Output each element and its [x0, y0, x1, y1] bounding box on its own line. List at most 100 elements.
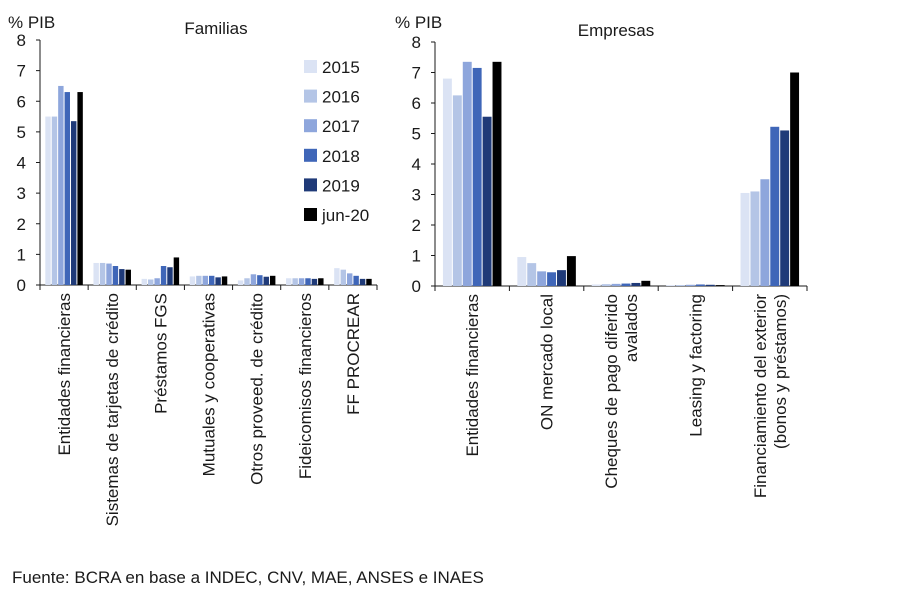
familias-category-label: Préstamos FGS	[151, 293, 170, 414]
familias-bar-2018	[64, 92, 70, 285]
familias-bar-jun-20	[173, 257, 180, 285]
familias-bar-2016	[244, 278, 250, 285]
empresas-bar-2018	[695, 284, 705, 286]
familias-bar-jun-20	[221, 276, 228, 285]
familias-bar-2017	[298, 278, 305, 285]
empresas-bar-2016	[676, 285, 685, 286]
empresas-bar-jun-20	[715, 285, 725, 286]
familias-y-tick-label: 2	[17, 215, 26, 234]
familias-bar-2018	[112, 266, 119, 285]
empresas-bar-2017	[611, 283, 621, 286]
familias-y-tick-label: 8	[17, 31, 26, 50]
familias-chart-title: Familias	[184, 19, 247, 38]
legend-label-2016: 2016	[322, 88, 360, 107]
familias-bar-2019	[70, 121, 77, 285]
familias-y-tick-label: 6	[17, 92, 26, 111]
legend-label-2017: 2017	[322, 117, 360, 136]
empresas-y-tick-label: 6	[412, 94, 421, 113]
legend-swatch-2019	[304, 178, 317, 192]
legend-label-2015: 2015	[322, 58, 360, 77]
empresas-bar-2019	[780, 130, 790, 286]
empresas-y-tick-label: 1	[412, 247, 421, 266]
familias-bar-2018	[353, 275, 359, 285]
familias-category-label: Fideicomisos financieros	[296, 293, 315, 479]
familias-bar-2019	[167, 267, 173, 285]
familias-bar-jun-20	[318, 278, 324, 285]
familias-bar-2017	[106, 263, 112, 285]
empresas-bar-2019	[631, 282, 641, 286]
familias-bar-2016	[292, 278, 298, 285]
legend-swatch-2017	[304, 119, 317, 133]
empresas-y-tick-label: 0	[412, 277, 421, 296]
empresas-bar-2016	[750, 191, 760, 286]
familias-y-tick-label: 5	[17, 123, 26, 142]
familias-bar-jun-20	[269, 275, 276, 285]
empresas-bar-2019	[482, 116, 492, 286]
empresas-bar-jun-20	[790, 72, 800, 286]
familias-category-label: FF PROCREAR	[344, 293, 363, 415]
empresas-category-label: Financiamiento del exterior	[751, 294, 770, 498]
legend-swatch-2016	[304, 89, 317, 103]
empresas-bar-2015	[517, 257, 527, 286]
empresas-y-tick-label: 2	[412, 216, 421, 235]
familias-y-tick-label: 7	[17, 62, 26, 81]
empresas-bar-2016	[601, 284, 611, 286]
empresas-category-label: avalados	[622, 294, 641, 362]
empresas-category-label: Entidades financieras	[463, 294, 482, 457]
familias-category-label: Otros proveed. de crédito	[248, 293, 267, 485]
familias-bar-2016	[196, 275, 202, 285]
empresas-bar-2017	[537, 271, 547, 286]
empresas-y-tick-label: 4	[412, 155, 421, 174]
familias-bar-2019	[311, 278, 318, 285]
empresas-bar-2019	[705, 284, 715, 286]
empresas-y-tick-label: 5	[412, 125, 421, 144]
empresas-bar-2018	[547, 272, 557, 286]
familias-y-tick-label: 4	[17, 154, 26, 173]
legend-label-2019: 2019	[322, 176, 360, 195]
familias-category-label: Entidades financieras	[55, 293, 74, 456]
familias-bar-2017	[154, 278, 160, 285]
legend-swatch-2018	[304, 148, 317, 162]
empresas-category-label: Cheques de pago diferido	[602, 294, 621, 489]
familias-bar-jun-20	[77, 92, 83, 285]
empresas-chart-title: Empresas	[578, 21, 655, 40]
familias-bar-jun-20	[125, 269, 131, 285]
familias-y-tick-label: 0	[17, 276, 26, 295]
legend-label-2018: 2018	[322, 147, 360, 166]
source-note: Fuente: BCRA en base a INDEC, CNV, MAE, …	[12, 568, 484, 587]
empresas-bar-2017	[685, 284, 695, 286]
empresas-bar-2019	[557, 270, 566, 286]
familias-bar-2018	[305, 278, 311, 285]
familias-bar-2015	[141, 278, 148, 285]
familias-bar-2019	[215, 277, 221, 285]
legend-label-jun-20: jun-20	[321, 206, 369, 225]
empresas-y-tick-label: 8	[412, 33, 421, 52]
familias-bar-2016	[148, 279, 154, 285]
empresas-bar-jun-20	[492, 61, 502, 287]
familias-bar-2015	[189, 276, 196, 285]
empresas-bar-2016	[452, 95, 462, 286]
familias-bar-2016	[340, 269, 347, 285]
empresas-bar-2016	[527, 263, 537, 286]
familias-category-label: Sistemas de tarjetas de crédito	[103, 293, 122, 526]
familias-y-axis-label: % PIB	[8, 13, 55, 32]
empresas-bar-jun-20	[566, 256, 576, 286]
empresas-category-label: (bonos y préstamos)	[771, 294, 790, 449]
familias-bar-2018	[257, 275, 263, 285]
empresas-bar-2015	[442, 78, 452, 286]
empresas-bar-2018	[770, 126, 780, 286]
empresas-bar-2015	[666, 285, 676, 286]
familias-bar-2017	[250, 274, 257, 285]
familias-bar-2015	[237, 280, 244, 285]
familias-category-label: Mutuales y cooperativas	[200, 293, 219, 476]
empresas-bar-2017	[462, 61, 472, 287]
empresas-y-tick-label: 3	[412, 186, 421, 205]
empresas-bar-2017	[760, 179, 770, 286]
empresas-bar-2018	[472, 67, 482, 286]
familias-bar-2019	[119, 269, 125, 285]
familias-bar-2017	[202, 275, 208, 285]
familias-y-tick-label: 3	[17, 184, 26, 203]
familias-bar-2015	[93, 262, 99, 285]
familias-bar-2015	[334, 268, 340, 285]
empresas-bar-jun-20	[641, 280, 651, 286]
